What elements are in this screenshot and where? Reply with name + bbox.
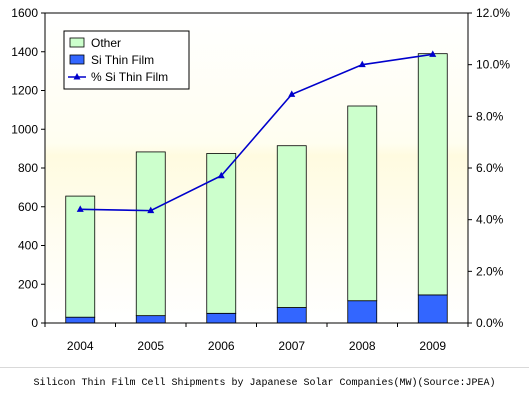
left-tick-label: 1200: [11, 84, 38, 98]
marker-pct-2004: [76, 205, 84, 212]
legend-label: % Si Thin Film: [91, 70, 168, 84]
legend-swatch: [69, 54, 85, 65]
x-tick-label: 2005: [137, 339, 164, 353]
left-tick-label: 600: [18, 200, 38, 214]
left-tick-label: 200: [18, 277, 38, 291]
left-tick-label: 800: [18, 161, 38, 175]
bar-si-thin-film-2006: [206, 312, 237, 324]
legend-label: Other: [91, 36, 121, 50]
bar-other-2004: [65, 195, 96, 318]
x-tick-label: 2009: [419, 339, 446, 353]
line-pct-si-thin-film: [80, 53, 433, 212]
x-tick-label: 2006: [208, 339, 235, 353]
bar-si-thin-film-2004: [65, 316, 96, 324]
bar-other-2008: [347, 105, 378, 302]
marker-pct-2009: [429, 50, 437, 57]
line-layer: [76, 50, 437, 214]
bar-si-thin-film-2005: [135, 315, 166, 324]
legend-swatch: [69, 37, 85, 48]
left-tick-label: 0: [31, 316, 38, 330]
right-tick-label: 8.0%: [476, 109, 504, 123]
left-tick-label: 1600: [11, 6, 38, 20]
bar-si-thin-film-2008: [347, 300, 378, 324]
bar-si-thin-film-2007: [276, 307, 307, 324]
right-tick-label: 2.0%: [476, 264, 504, 278]
marker-pct-2005: [147, 206, 155, 214]
right-tick-label: 6.0%: [476, 161, 504, 175]
left-tick-label: 1000: [11, 122, 38, 136]
axes-layer: 0 200 400 600 800 1000 1200 1400 1600 0.0% 2.0% 4.0…: [11, 6, 510, 353]
bar-other-2009: [417, 53, 448, 296]
bar-other-2005: [135, 151, 166, 317]
legend-marker: [73, 73, 81, 80]
left-tick-label: 1400: [11, 45, 38, 59]
bar-si-thin-film-2009: [417, 294, 448, 324]
marker-pct-2006: [217, 171, 225, 179]
legend: Other Si Thin Film % Si Thin Film: [63, 30, 190, 90]
bars-layer: [65, 53, 448, 324]
legend-label: Si Thin Film: [91, 53, 154, 67]
bar-other-2007: [276, 145, 307, 308]
marker-pct-2008: [358, 60, 366, 68]
x-tick-label: 2008: [349, 339, 376, 353]
chart-caption: Silicon Thin Film Cell Shipments by Japa…: [33, 378, 496, 389]
right-tick-label: 10.0%: [476, 58, 510, 72]
legend-box: [63, 30, 190, 90]
x-tick-label: 2004: [67, 339, 94, 353]
caption-bar: [0, 367, 529, 406]
right-tick-label: 4.0%: [476, 213, 504, 227]
right-tick-label: 0.0%: [476, 316, 504, 330]
x-tick-label: 2007: [278, 339, 305, 353]
marker-pct-2007: [288, 90, 296, 97]
left-tick-label: 400: [18, 239, 38, 253]
chart: 0 200 400 600 800 1000 1200 1400 1600 0.0% 2.0% 4.0…: [11, 6, 510, 353]
right-tick-label: 12.0%: [476, 6, 510, 20]
